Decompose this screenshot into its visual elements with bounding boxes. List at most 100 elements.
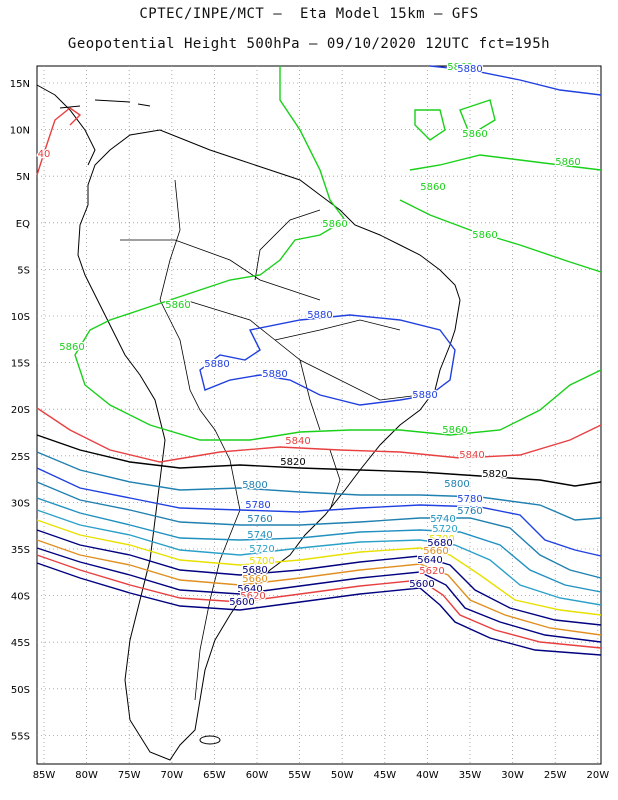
contour-5860-cell-b: [459, 99, 496, 137]
contour-5620: [36, 554, 602, 649]
lat-tick-label: 20S: [11, 405, 30, 416]
lon-tick-label: 85W: [33, 770, 56, 781]
lon-tick-label: 50W: [331, 770, 354, 781]
contour-label: 5760: [247, 514, 272, 525]
contour-label: 5880: [262, 369, 287, 380]
lat-tick-label: 25S: [11, 452, 30, 463]
lat-tick-label: 10N: [10, 126, 30, 137]
lat-tick-label: 45S: [11, 638, 30, 649]
lon-tick-label: 40W: [416, 770, 439, 781]
lat-tick-label: EQ: [16, 219, 30, 230]
contour-label: 5860: [442, 425, 467, 436]
contour-label: 5700: [429, 534, 454, 545]
contour-label: 5740: [430, 514, 455, 525]
title-line-2: Geopotential Height 500hPa – 09/10/2020 …: [67, 36, 551, 52]
latitude-ticks: 15N 10N 5N EQ 5S 10S 15S 20S 25S 30S 35S 40S 45S 50S 5…: [10, 79, 30, 742]
contour-label: 5600: [409, 579, 434, 590]
contour-5880-north: [429, 65, 602, 96]
contour-5660: [36, 539, 602, 636]
contour-label: 5620: [419, 566, 444, 577]
lon-tick-label: 45W: [373, 770, 396, 781]
contour-label: 5860: [165, 300, 190, 311]
contour-label: 5840: [285, 436, 310, 447]
contour-label: 5720: [432, 524, 457, 535]
contour-label: 5860: [420, 182, 445, 193]
lon-tick-label: 35W: [459, 770, 482, 781]
lon-tick-label: 65W: [203, 770, 226, 781]
contour-label: 5800: [242, 480, 267, 491]
coastline: [36, 84, 461, 761]
contour-label: 5860: [322, 219, 347, 230]
falkland-islands: [199, 735, 221, 745]
contour-label: 5620: [240, 591, 265, 602]
contour-label: 5880: [412, 390, 437, 401]
contour-5860-north: [74, 66, 602, 441]
longitude-ticks: 85W 80W 75W 70W 65W 60W 55W 50W 45W 40W 35W 30W 25W 2…: [33, 770, 610, 781]
contour-label: 5760: [457, 506, 482, 517]
contour-5740: [36, 497, 602, 593]
contour-label: 5880: [307, 310, 332, 321]
contour-label: 5860: [472, 230, 497, 241]
lat-tick-label: 5N: [16, 172, 30, 183]
contour-label: 5880: [204, 359, 229, 370]
contour-label: 5680: [242, 565, 267, 576]
contour-5720: [36, 509, 602, 606]
contour-label: 5860: [555, 157, 580, 168]
lat-tick-label: 10S: [11, 312, 30, 323]
title-line-1: CPTEC/INPE/MCT – Eta Model 15km – GFS: [139, 6, 479, 22]
contour-label: 5860: [59, 342, 84, 353]
lon-tick-label: 75W: [118, 770, 141, 781]
contour-label: 5840: [459, 450, 484, 461]
contour-label: 40: [38, 149, 51, 160]
contour-label: 5680: [427, 538, 452, 549]
contour-5640: [36, 547, 602, 643]
contour-label: 5720: [249, 544, 274, 555]
central-america: [36, 84, 96, 166]
contour-label: 5600: [229, 597, 254, 608]
lon-tick-label: 80W: [75, 770, 98, 781]
contour-5820: [36, 434, 602, 487]
lat-tick-label: 30S: [11, 498, 30, 509]
lon-tick-label: 55W: [288, 770, 311, 781]
lat-tick-label: 15S: [11, 359, 30, 370]
contour-5800: [36, 451, 602, 521]
contour-label: 5880: [457, 64, 482, 75]
contour-label: 5820: [280, 457, 305, 468]
map-frame: [36, 65, 602, 765]
contour-label: 5660: [423, 546, 448, 557]
contour-label: 5860: [447, 62, 472, 73]
contour-label: 5860: [462, 129, 487, 140]
contour-label: 5640: [237, 584, 262, 595]
lat-tick-label: 50S: [11, 685, 30, 696]
lat-tick-label: 5S: [17, 265, 30, 276]
lon-tick-label: 70W: [160, 770, 183, 781]
contour-label: 5660: [242, 574, 267, 585]
contour-5860-east: [399, 154, 602, 273]
contour-5840: [36, 407, 602, 463]
contour-5840-nw: [36, 107, 82, 176]
contour-5600: [36, 562, 602, 656]
south-america-coast: [77, 129, 461, 761]
contour-label: 5800: [444, 479, 469, 490]
contour-5700: [36, 519, 602, 616]
lat-tick-label: 15N: [10, 79, 30, 90]
graticule: [37, 66, 601, 764]
lat-tick-label: 40S: [11, 592, 30, 603]
contours: [36, 65, 602, 656]
lat-tick-label: 35S: [11, 545, 30, 556]
lon-tick-label: 25W: [544, 770, 567, 781]
country-borders: [120, 179, 421, 701]
contour-labels: 5860586058605860586058605860586058605880…: [36, 61, 582, 610]
lon-tick-label: 20W: [586, 770, 609, 781]
contour-label: 5740: [247, 530, 272, 541]
contour-label: 5700: [249, 556, 274, 567]
contour-label: 5780: [457, 494, 482, 505]
lon-tick-label: 60W: [246, 770, 269, 781]
lat-tick-label: 55S: [11, 731, 30, 742]
contour-label: 5780: [245, 500, 270, 511]
lon-tick-label: 30W: [501, 770, 524, 781]
contour-5680: [36, 529, 602, 626]
contour-label: 5820: [482, 469, 507, 480]
caribbean-islands: [59, 99, 151, 109]
